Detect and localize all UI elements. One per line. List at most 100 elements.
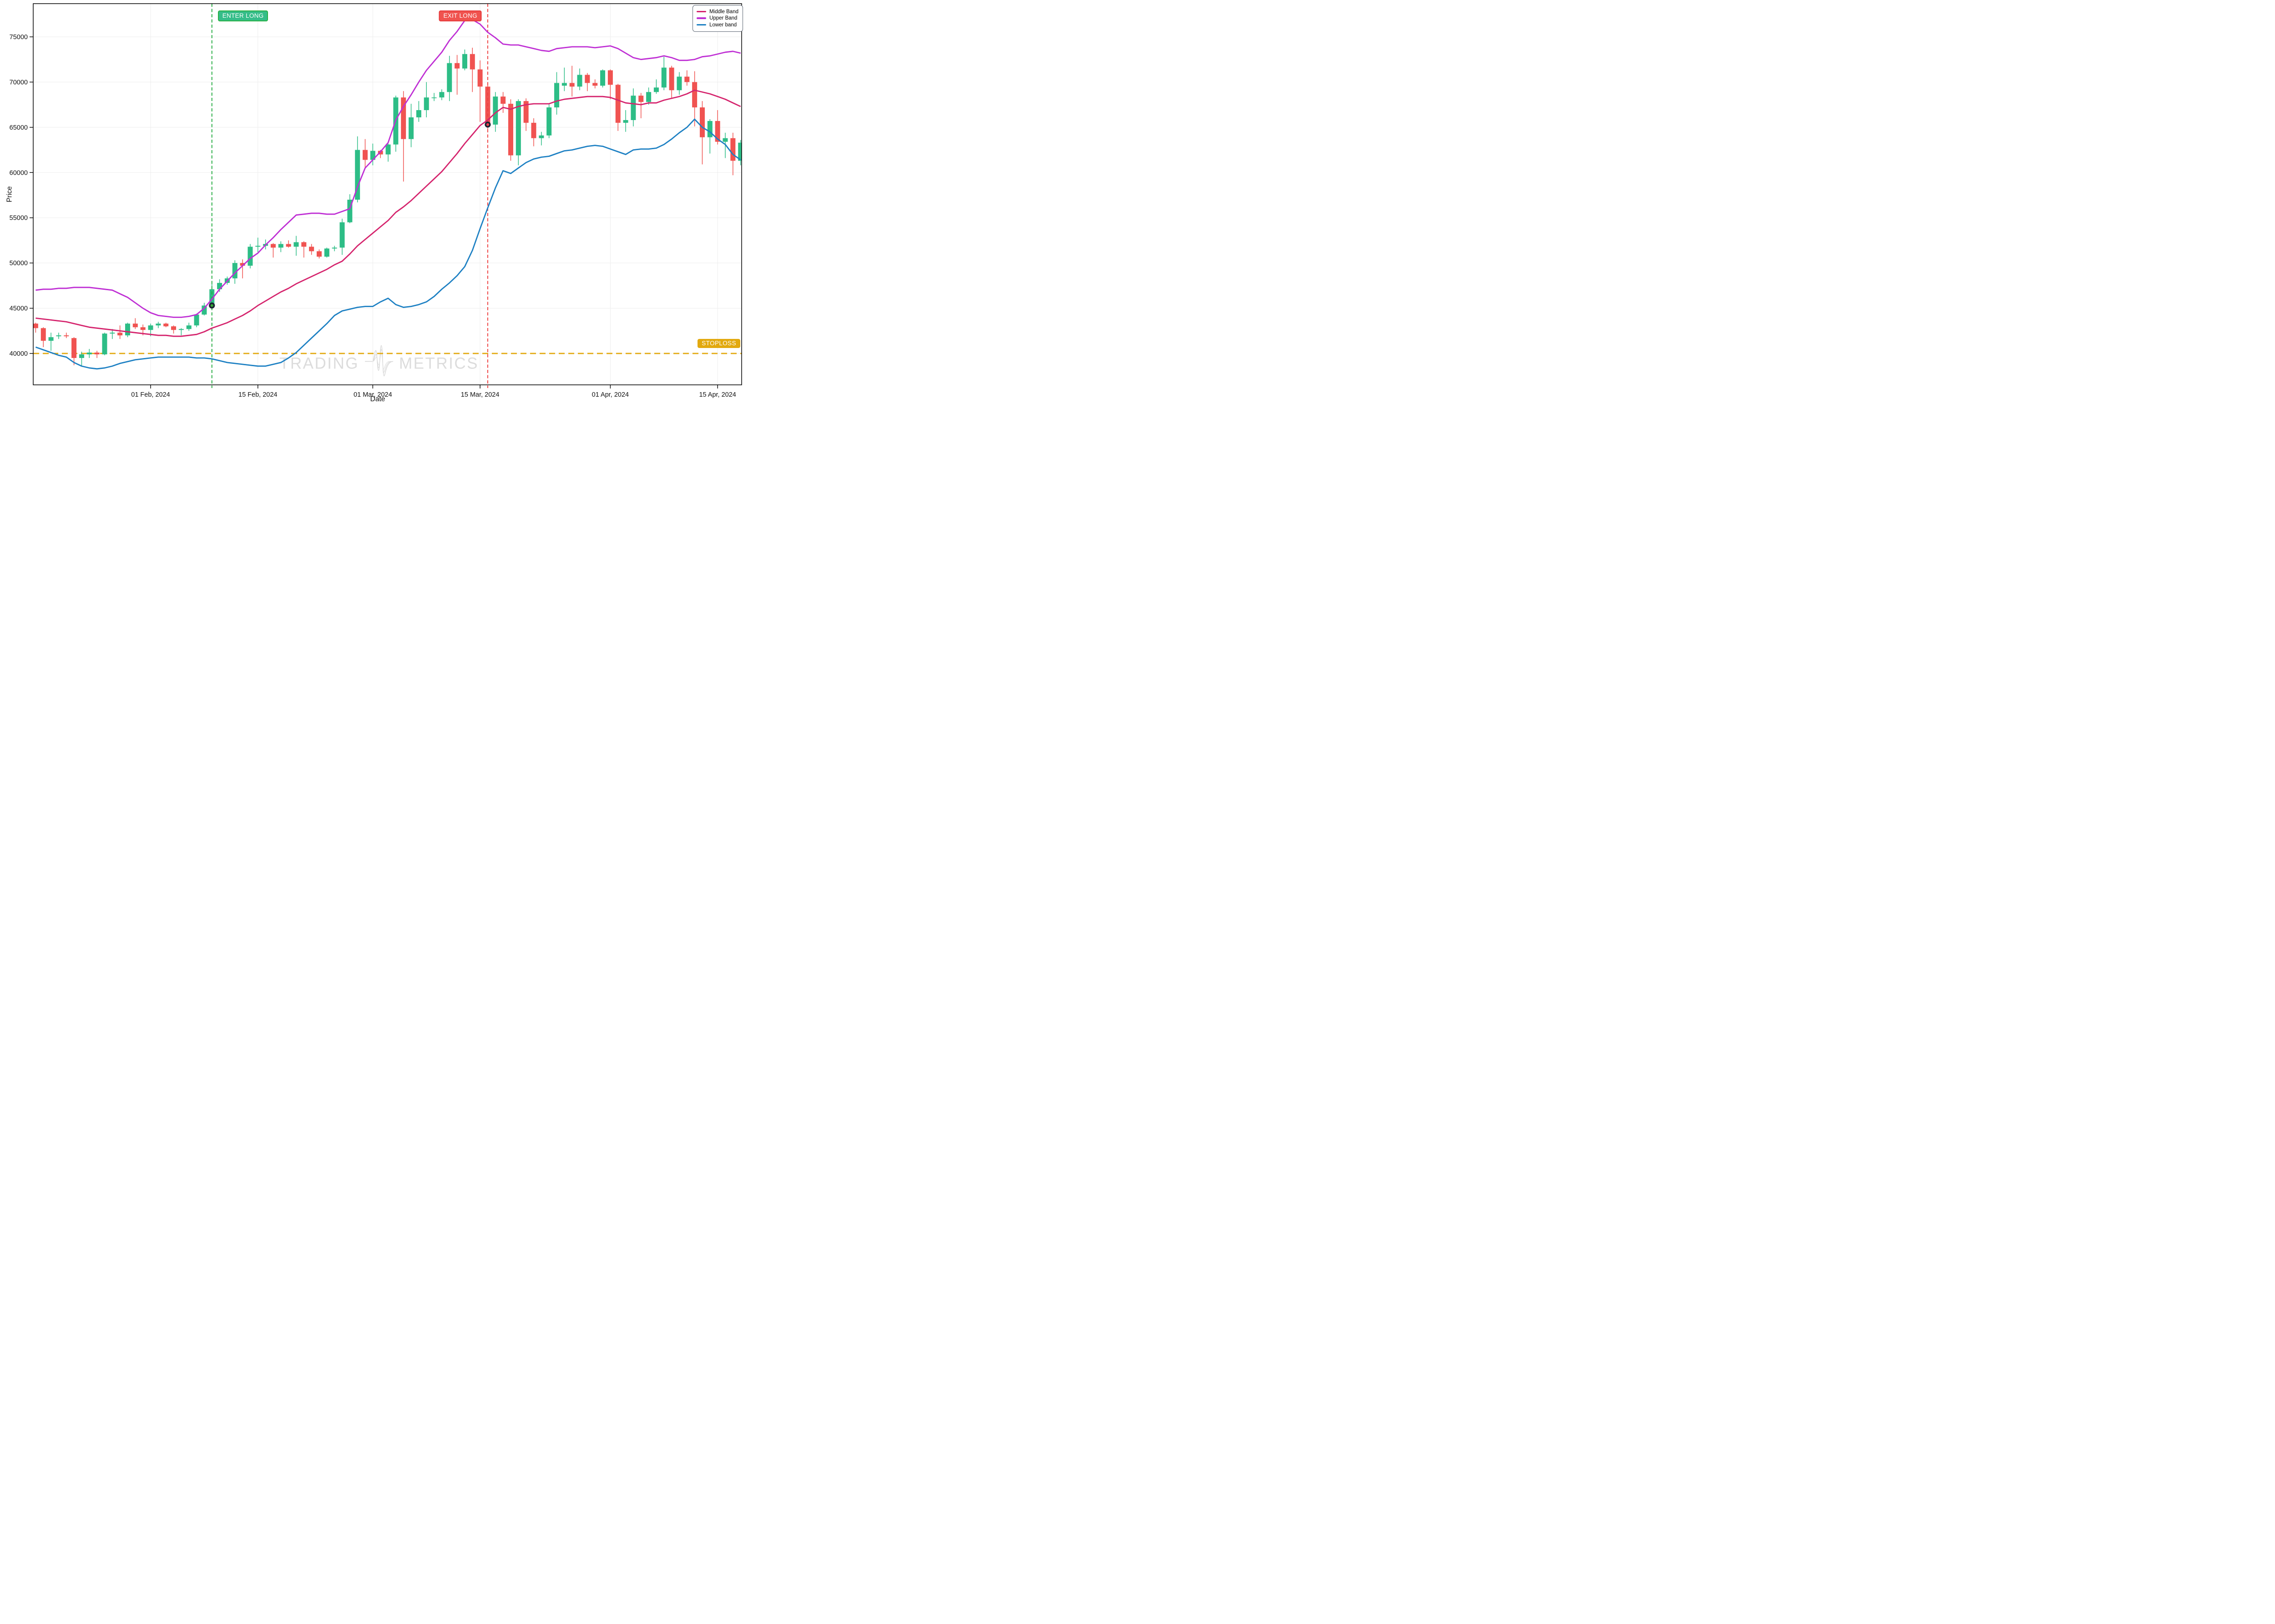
candle-up	[424, 97, 429, 111]
candle-up	[79, 354, 84, 358]
candle-down	[316, 251, 322, 257]
candle-up	[554, 83, 560, 108]
candle-down	[669, 67, 674, 91]
exit-marker	[485, 121, 491, 128]
candle-up	[462, 54, 467, 69]
candle-down	[730, 138, 736, 161]
y-axis-title: Price	[5, 186, 14, 202]
candle-up	[202, 305, 207, 315]
candle-down	[71, 338, 77, 358]
candle-down	[171, 326, 177, 330]
waveform-icon	[365, 344, 394, 383]
candle-up	[577, 75, 582, 87]
chart-canvas: 40000 45000 50000 55000 60000 65000 70000 75000…	[10, 3, 742, 398]
candle-up	[347, 199, 353, 222]
x-tick-label: 01 Mar, 2024	[354, 391, 392, 398]
lower-band-swatch	[697, 24, 707, 26]
upper-band-swatch	[697, 17, 707, 19]
candle-down	[132, 323, 138, 328]
candle-up	[723, 138, 728, 142]
bollinger-band-chart: TRADING METRICS 40000 45000 50000 55000 6000…	[0, 0, 748, 406]
candle-down	[94, 353, 100, 354]
candle-up	[447, 63, 452, 92]
candle-down	[592, 83, 598, 86]
entry-marker	[209, 303, 215, 309]
candle-up	[409, 117, 414, 139]
candle-up	[646, 92, 652, 102]
candle-down	[240, 263, 245, 266]
candle-up	[178, 329, 184, 330]
watermark-text-right: METRICS	[399, 354, 479, 372]
candle-down	[64, 335, 69, 337]
y-tick-label: 75000	[10, 34, 28, 41]
watermark: TRADING METRICS	[279, 344, 479, 383]
legend-label: Middle Band	[709, 9, 738, 15]
candle-up	[56, 335, 61, 337]
candle-down	[286, 244, 291, 247]
candle-down	[500, 96, 506, 104]
candle-down	[140, 327, 146, 330]
candle-up	[516, 101, 521, 156]
candle-up	[232, 263, 238, 278]
candle-up	[439, 92, 445, 98]
candle-up	[707, 121, 713, 137]
legend: Middle Band Upper Band Lower band	[693, 5, 743, 32]
y-tick-label: 40000	[10, 350, 28, 358]
legend-item-middle-band: Middle Band	[697, 9, 738, 15]
candle-up	[385, 144, 391, 155]
candle-up	[431, 97, 437, 98]
candle-down	[585, 75, 590, 83]
x-tick-label: 01 Feb, 2024	[131, 391, 170, 398]
x-axis-title: Date	[370, 395, 385, 403]
candle-up	[48, 337, 54, 341]
candle-up	[370, 151, 375, 160]
y-tick-label: 50000	[10, 260, 28, 267]
candle-up	[355, 150, 360, 200]
candle-up	[194, 314, 199, 326]
y-tick-label: 65000	[10, 124, 28, 131]
candle-down	[569, 83, 575, 87]
y-tick-label: 70000	[10, 79, 28, 86]
candle-down	[163, 323, 169, 327]
gridlines	[33, 4, 742, 385]
watermark-text-left: TRADING	[279, 354, 359, 372]
candle-up	[86, 353, 92, 354]
candle-up	[332, 247, 337, 249]
candle-up	[600, 70, 606, 86]
legend-item-lower-band: Lower band	[697, 22, 738, 28]
candle-down	[40, 328, 46, 341]
candle-down	[615, 85, 621, 123]
candle-down	[470, 54, 475, 70]
enter-long-label: ENTER LONG	[217, 10, 268, 21]
candle-down	[531, 122, 536, 138]
candle-up	[493, 96, 498, 125]
candle-down	[477, 69, 483, 87]
candle-up	[677, 76, 682, 91]
candle-down	[684, 76, 690, 82]
candle-down	[309, 247, 314, 252]
x-tick-label: 15 Mar, 2024	[461, 391, 500, 398]
legend-label: Lower band	[709, 22, 737, 28]
candle-down	[455, 63, 460, 69]
lower-band	[35, 118, 741, 370]
candle-up	[125, 323, 130, 336]
upper-band	[35, 19, 741, 318]
candle-up	[293, 242, 299, 247]
candle-down	[508, 104, 513, 156]
candle-down	[301, 242, 307, 247]
axis-ticks: 40000 45000 50000 55000 60000 65000 70000 75000…	[10, 34, 736, 398]
candle-down	[33, 323, 38, 328]
candle-down	[270, 244, 276, 248]
candle-down	[699, 107, 705, 137]
stoploss-label: STOPLOSS	[698, 339, 740, 348]
candle-up	[738, 142, 742, 161]
candles	[33, 47, 742, 366]
y-tick-label: 60000	[10, 169, 28, 177]
middle-band	[35, 89, 741, 337]
plot-area	[33, 4, 742, 388]
candle-down	[117, 333, 123, 336]
candle-up	[546, 107, 552, 136]
candle-down	[715, 121, 720, 142]
candle-up	[661, 67, 667, 88]
candle-down	[401, 97, 406, 139]
